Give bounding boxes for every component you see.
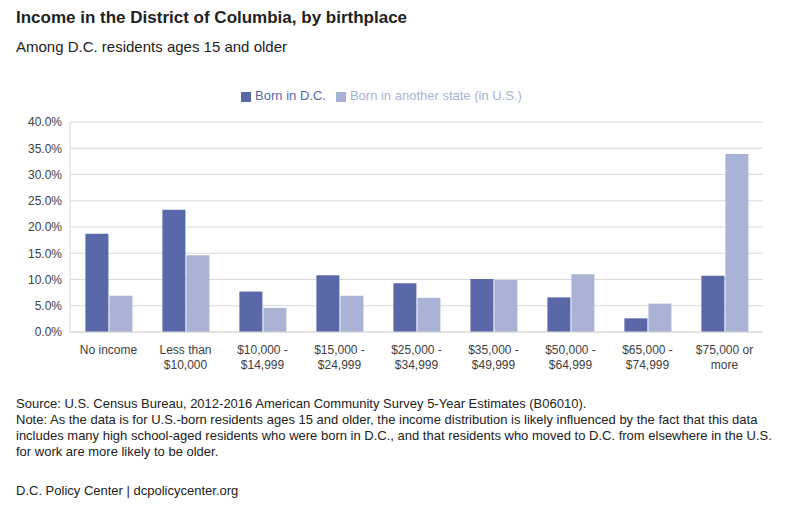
svg-text:30.0%: 30.0%: [28, 168, 62, 182]
svg-text:$75,000 ormore: $75,000 ormore: [696, 343, 753, 372]
svg-text:40.0%: 40.0%: [28, 115, 62, 129]
svg-text:10.0%: 10.0%: [28, 273, 62, 287]
svg-text:Less than$10,000: Less than$10,000: [159, 343, 211, 372]
html-text:Source: U.S. Census Bureau, 20: Source: U.S. Census Bureau, 2012-2016 Am…: [16, 396, 587, 411]
svg-text:$35,000 -$49,999: $35,000 -$49,999: [468, 343, 519, 372]
svg-text:$25,000 -$34,999: $25,000 -$34,999: [391, 343, 442, 372]
html-text:Born in D.C.: Born in D.C.: [255, 88, 326, 103]
html-text:Income in the District of Colu: Income in the District of Columbia, by b…: [16, 8, 408, 27]
svg-text:5.0%: 5.0%: [35, 299, 63, 313]
svg-text:No income: No income: [80, 343, 138, 357]
svg-text:$65,000 -$74,999: $65,000 -$74,999: [622, 343, 673, 372]
svg-text:20.0%: 20.0%: [28, 220, 62, 234]
svg-text:25.0%: 25.0%: [28, 194, 62, 208]
svg-text:15.0%: 15.0%: [28, 247, 62, 261]
html-text:D.C. Policy Center | dcpolicyc: D.C. Policy Center | dcpolicycenter.org: [16, 483, 239, 498]
html-text:Born in another state (in U.S.: Born in another state (in U.S.): [349, 88, 522, 103]
html-text:Note: As the data is for U.S.-: Note: As the data is for U.S.-born resid…: [16, 412, 772, 459]
svg-text:$50,000 -$64,999: $50,000 -$64,999: [545, 343, 596, 372]
html-text:Among D.C. residents ages 15 a: Among D.C. residents ages 15 and older: [16, 38, 287, 55]
svg-text:$10,000 -$14,999: $10,000 -$14,999: [237, 343, 288, 372]
svg-text:0.0%: 0.0%: [35, 325, 63, 339]
svg-text:$15,000 -$24,999: $15,000 -$24,999: [314, 343, 365, 372]
svg-text:35.0%: 35.0%: [28, 142, 62, 156]
